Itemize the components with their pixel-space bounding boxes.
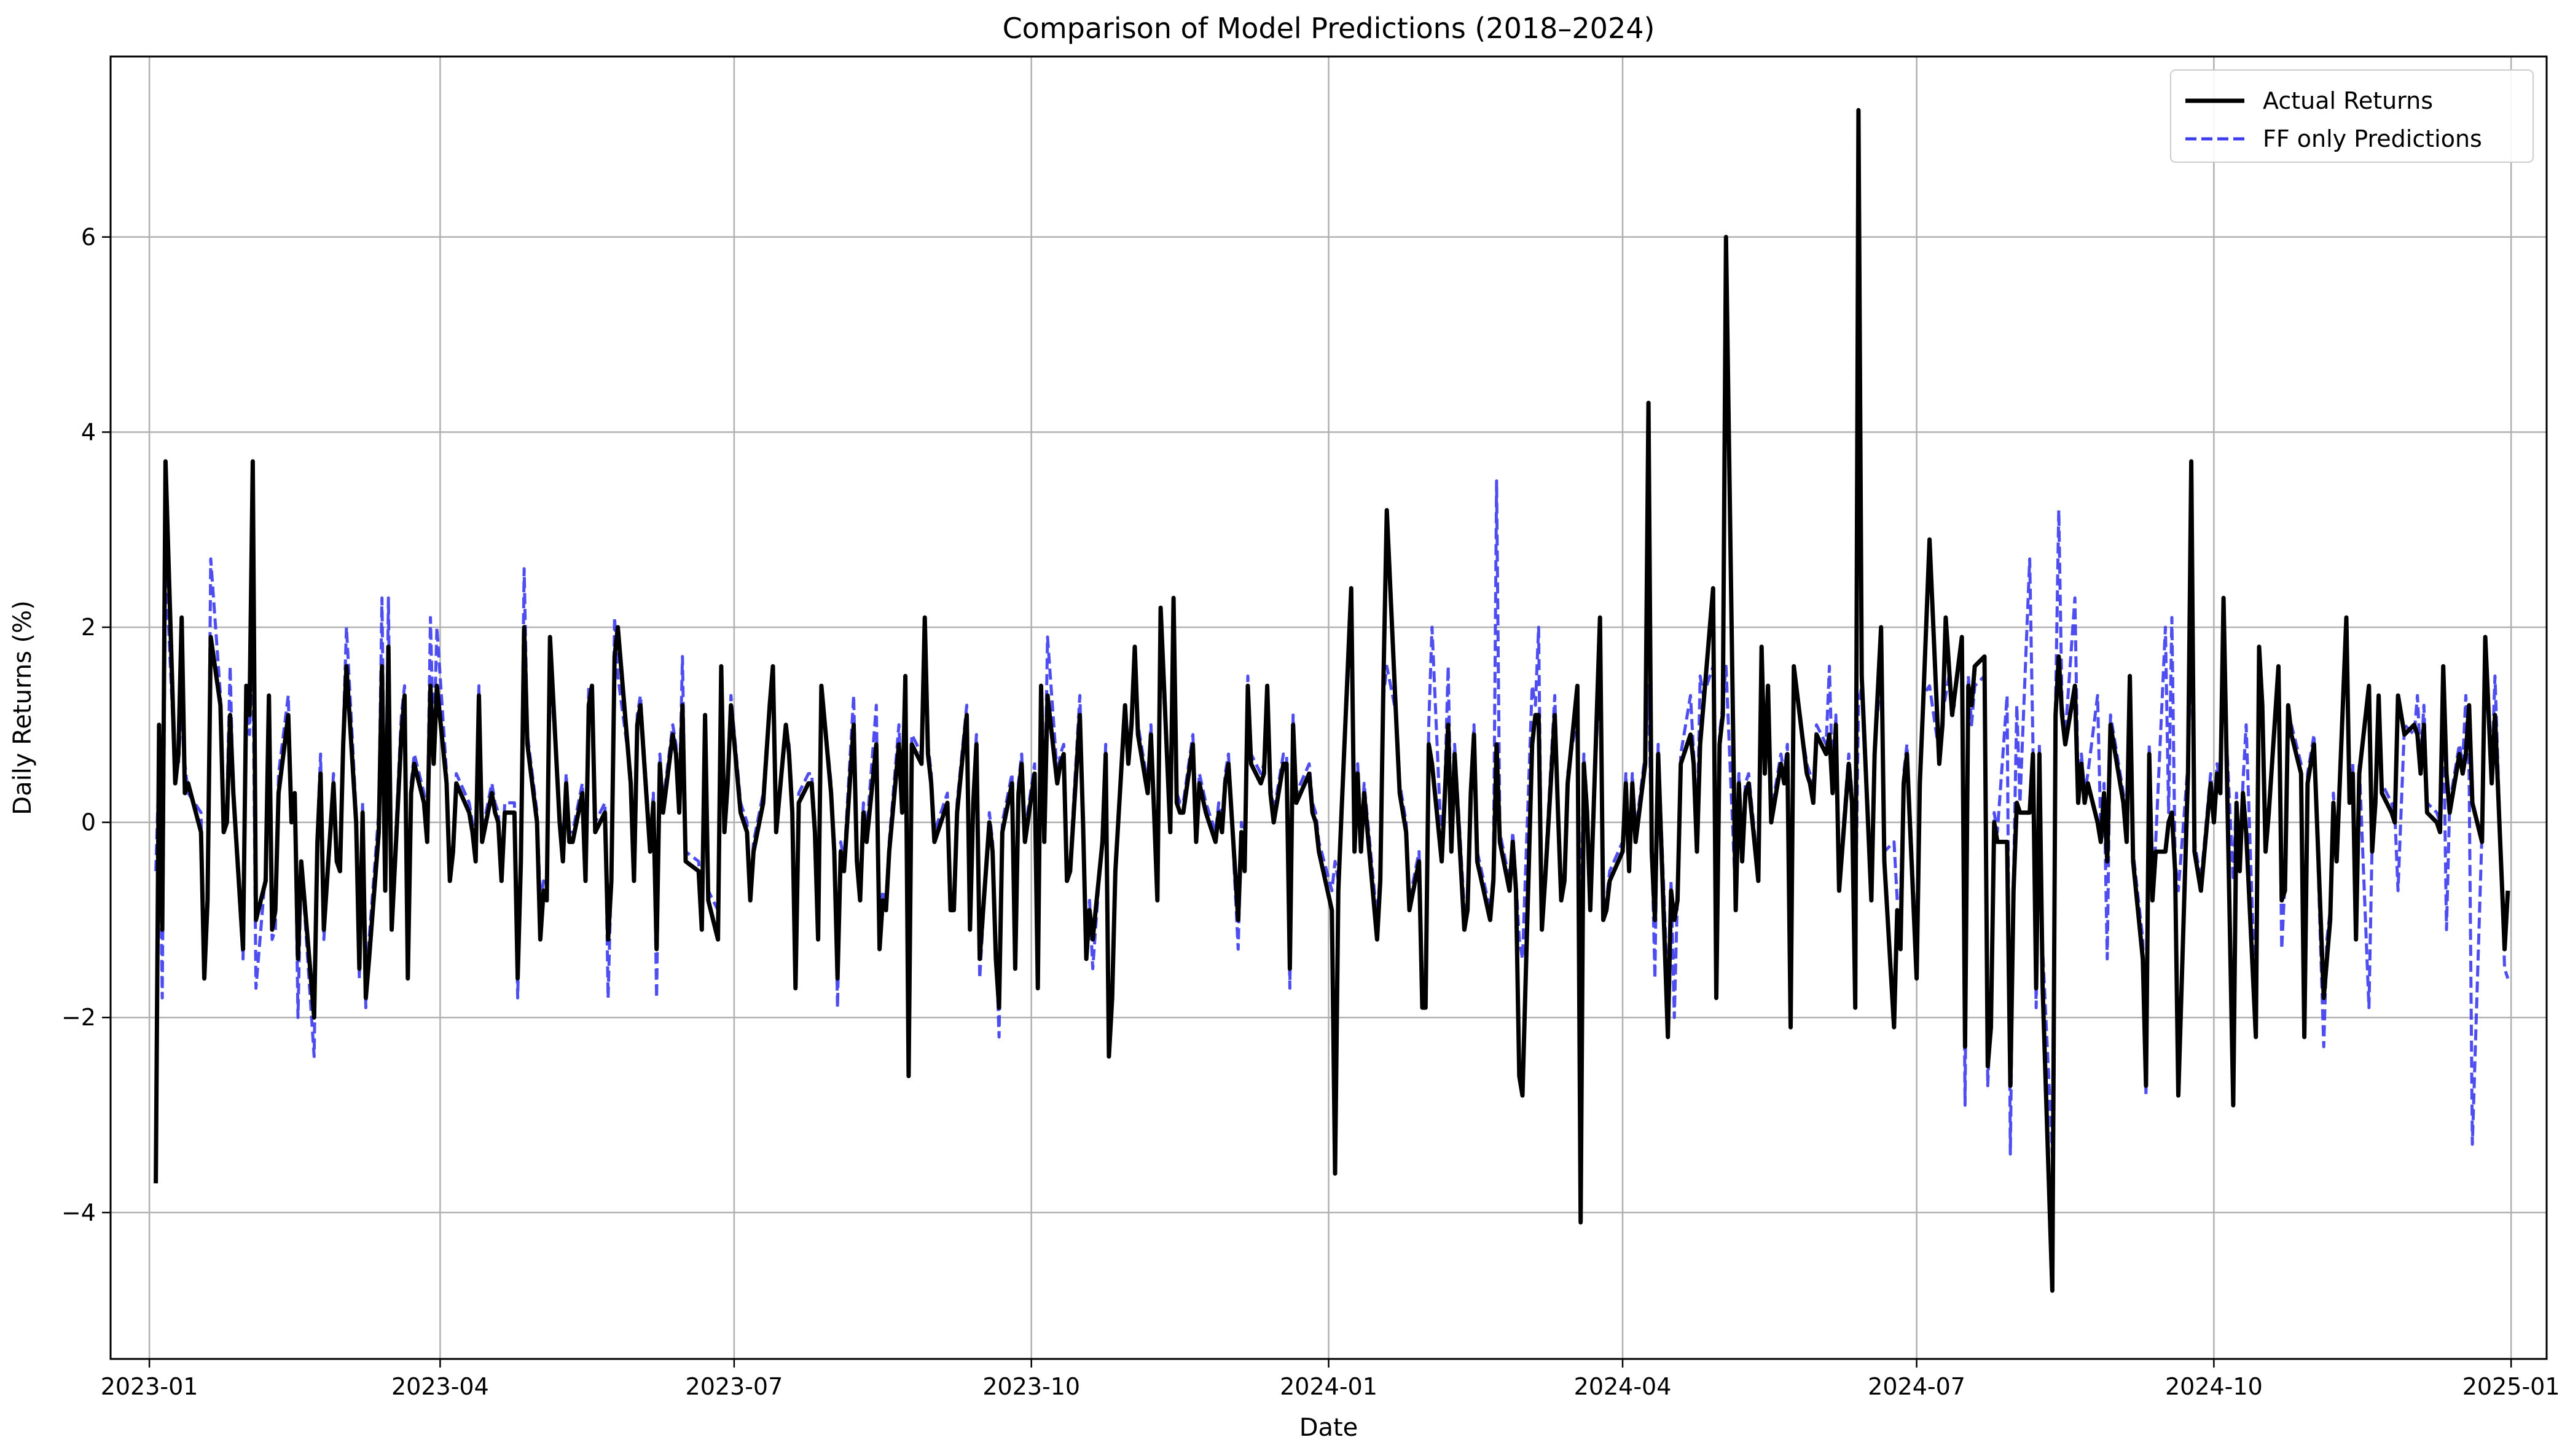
x-tick-label: 2023-07	[686, 1373, 783, 1400]
x-axis-label: Date	[1299, 1414, 1358, 1442]
legend-label-actual-returns: Actual Returns	[2263, 87, 2433, 114]
legend: Actual Returns FF only Predictions	[2170, 69, 2534, 163]
y-tick-label: 6	[81, 224, 96, 251]
y-axis: −4 −2 0 2 4 6	[61, 224, 111, 1226]
x-tick-label: 2024-10	[2165, 1373, 2263, 1400]
x-tick-label: 2024-04	[1574, 1373, 1672, 1400]
y-tick-label: −2	[61, 1004, 96, 1031]
grid	[111, 57, 2547, 1359]
y-tick-label: 2	[81, 614, 96, 641]
x-tick-label: 2024-07	[1868, 1373, 1965, 1400]
x-tick-label: 2023-01	[101, 1373, 198, 1400]
x-tick-label: 2023-04	[391, 1373, 489, 1400]
y-tick-label: −4	[61, 1199, 96, 1226]
series-line-actual-returns	[154, 108, 2510, 1293]
series-layer	[154, 108, 2510, 1293]
y-tick-label: 4	[81, 418, 96, 445]
legend-box	[2170, 69, 2534, 163]
x-tick-label: 2023-10	[982, 1373, 1080, 1400]
x-tick-label: 2025-01	[2462, 1373, 2560, 1400]
x-axis: 2023-01 2023-04 2023-07 2023-10 2024-01 2024-…	[101, 1359, 2560, 1400]
plot-area	[154, 108, 2510, 1293]
chart-title: Comparison of Model Predictions (2018–20…	[1003, 12, 1655, 45]
y-tick-label: 0	[81, 809, 96, 836]
y-axis-label: Daily Returns (%)	[9, 600, 37, 815]
legend-label-ff-only-predictions: FF only Predictions	[2263, 125, 2482, 152]
x-tick-label: 2024-01	[1280, 1373, 1377, 1400]
